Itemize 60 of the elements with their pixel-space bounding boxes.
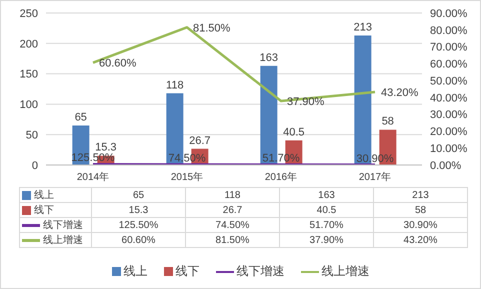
data-label: 58 — [374, 202, 468, 218]
data-label: 15.3 — [92, 202, 186, 218]
text: 30.90% — [356, 152, 394, 165]
legend-label: 线下 — [20, 202, 92, 218]
legend-label: 线上增速 — [20, 232, 92, 248]
data-label: 30.90% — [374, 218, 468, 232]
y-tick-label: 250 — [20, 8, 38, 20]
text: 125.50% — [71, 152, 115, 164]
y2-tick-label: 80.00% — [430, 24, 468, 37]
data-label: 37.90% — [280, 232, 374, 248]
data-label: 125.50% — [92, 218, 186, 232]
text: 26.7 — [189, 134, 211, 147]
data-label: 74.50% — [186, 218, 280, 232]
data-label: 213 — [374, 188, 468, 202]
y-tick-label: 50 — [26, 130, 38, 142]
text: 74.50% — [168, 152, 206, 165]
y-tick-label: 0 — [32, 160, 38, 172]
text: 58 — [382, 116, 394, 128]
data-label: 51.70% — [280, 218, 374, 232]
text: 51.70% — [262, 152, 300, 165]
data-label: 60.60% — [92, 232, 186, 248]
text: 81.50% — [193, 22, 230, 34]
text: 163 — [260, 52, 278, 64]
x-tick-label: 2017年 — [358, 171, 392, 184]
text: 43.20% — [381, 86, 418, 99]
text: 213 — [354, 21, 372, 34]
data-label: 40.5 — [280, 202, 374, 218]
y2-tick-label: 0.00% — [430, 160, 462, 172]
y2-tick-label: 10.00% — [430, 143, 468, 156]
text: 线上 — [124, 264, 148, 278]
x-tick-label: 2014年 — [76, 171, 110, 184]
x-tick-label: 2016年 — [264, 171, 298, 184]
text: 线下 — [176, 264, 200, 278]
data-label: 118 — [186, 188, 280, 202]
text: 线下增速 — [236, 264, 284, 278]
text: 60.60% — [99, 58, 136, 70]
text: 37.90% — [287, 96, 324, 108]
data-label: 26.7 — [186, 202, 280, 218]
legend-label: 线下增速 — [20, 218, 92, 232]
data-label: 65 — [92, 188, 186, 202]
data-label: 43.20% — [374, 232, 468, 248]
text: 40.5 — [283, 126, 305, 138]
y2-tick-label: 40.00% — [430, 92, 468, 104]
x-tick-label: 2015年 — [170, 171, 204, 184]
y2-tick-label: 20.00% — [430, 126, 468, 138]
y2-tick-label: 60.00% — [430, 58, 468, 71]
y2-tick-label: 70.00% — [430, 42, 468, 54]
legend-label: 线上 — [20, 188, 92, 202]
text: 118 — [166, 79, 184, 92]
y-tick-label: 200 — [20, 38, 38, 50]
text: 65 — [74, 111, 87, 124]
text: 15.3 — [95, 142, 117, 154]
y2-tick-label: 30.00% — [430, 109, 468, 122]
data-label: 81.50% — [186, 232, 280, 248]
y2-tick-label: 90.00% — [430, 8, 468, 20]
y-tick-label: 100 — [20, 99, 38, 112]
y-tick-label: 150 — [20, 68, 38, 81]
text: 线上增速 — [322, 264, 370, 278]
data-label: 163 — [280, 188, 374, 202]
y2-tick-label: 50.00% — [430, 75, 468, 88]
